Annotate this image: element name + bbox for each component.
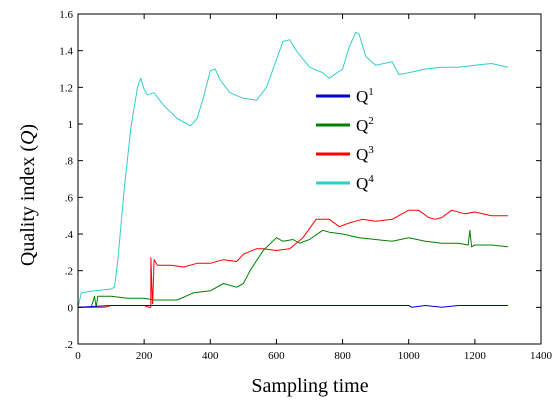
legend-label-q2: Q2 <box>356 115 374 135</box>
legend-label-base: Q <box>356 174 368 193</box>
y-tick-label: .8 <box>65 156 74 168</box>
series-line-q4 <box>77 31 509 308</box>
legend-label-superscript: 3 <box>368 144 374 156</box>
legend-label-base: Q <box>356 145 368 164</box>
x-tick-label: 1200 <box>464 350 487 362</box>
series-line-q3 <box>78 209 508 308</box>
y-tick-label: 1 <box>68 119 74 131</box>
y-tick-label: .2 <box>65 266 73 278</box>
legend-label-q4: Q4 <box>356 173 374 193</box>
series-line-q1 <box>77 305 508 308</box>
x-tick-label: 200 <box>136 350 153 362</box>
x-tick-label: 1400 <box>530 350 553 362</box>
x-tick-label: 1000 <box>398 350 421 362</box>
x-tick-label: 800 <box>334 350 351 362</box>
series-layer <box>77 31 509 308</box>
y-tick-label: 1.4 <box>59 46 73 58</box>
y-tick-label: .6 <box>65 192 74 204</box>
y-tick-label: 1.2 <box>59 82 73 94</box>
y-tick-label: .2 <box>65 339 73 351</box>
y-tick-label: 0 <box>68 302 74 314</box>
legend-label-q1: Q1 <box>356 86 374 106</box>
x-tick-label: 0 <box>75 350 81 362</box>
series-line-q2 <box>78 229 508 308</box>
y-axis-title-suffix: ) <box>17 124 39 131</box>
y-axis-title-prefix: Quality index ( <box>17 145 39 266</box>
legend-label-base: Q <box>356 116 368 135</box>
legend-label-base: Q <box>356 87 368 106</box>
x-tick-label: 400 <box>202 350 219 362</box>
ticks-layer: 0 200 400 600 800 1000 1200 1400.20.2.4.6.811.2… <box>59 9 552 362</box>
x-axis-title: Sampling time <box>251 375 368 397</box>
y-tick-label: .4 <box>65 229 74 241</box>
y-axis-title-symbol: Q <box>17 130 39 145</box>
legend-label-superscript: 4 <box>368 173 374 185</box>
axes-layer <box>77 13 542 345</box>
y-tick-label: 1.6 <box>59 9 73 21</box>
y-axis-title: Quality index (Q) <box>17 124 39 266</box>
legend-label-superscript: 2 <box>368 115 374 127</box>
legend-label-q3: Q3 <box>356 144 374 164</box>
plot-frame <box>77 13 542 345</box>
legend-label-superscript: 1 <box>368 86 374 98</box>
x-tick-label: 600 <box>268 350 285 362</box>
